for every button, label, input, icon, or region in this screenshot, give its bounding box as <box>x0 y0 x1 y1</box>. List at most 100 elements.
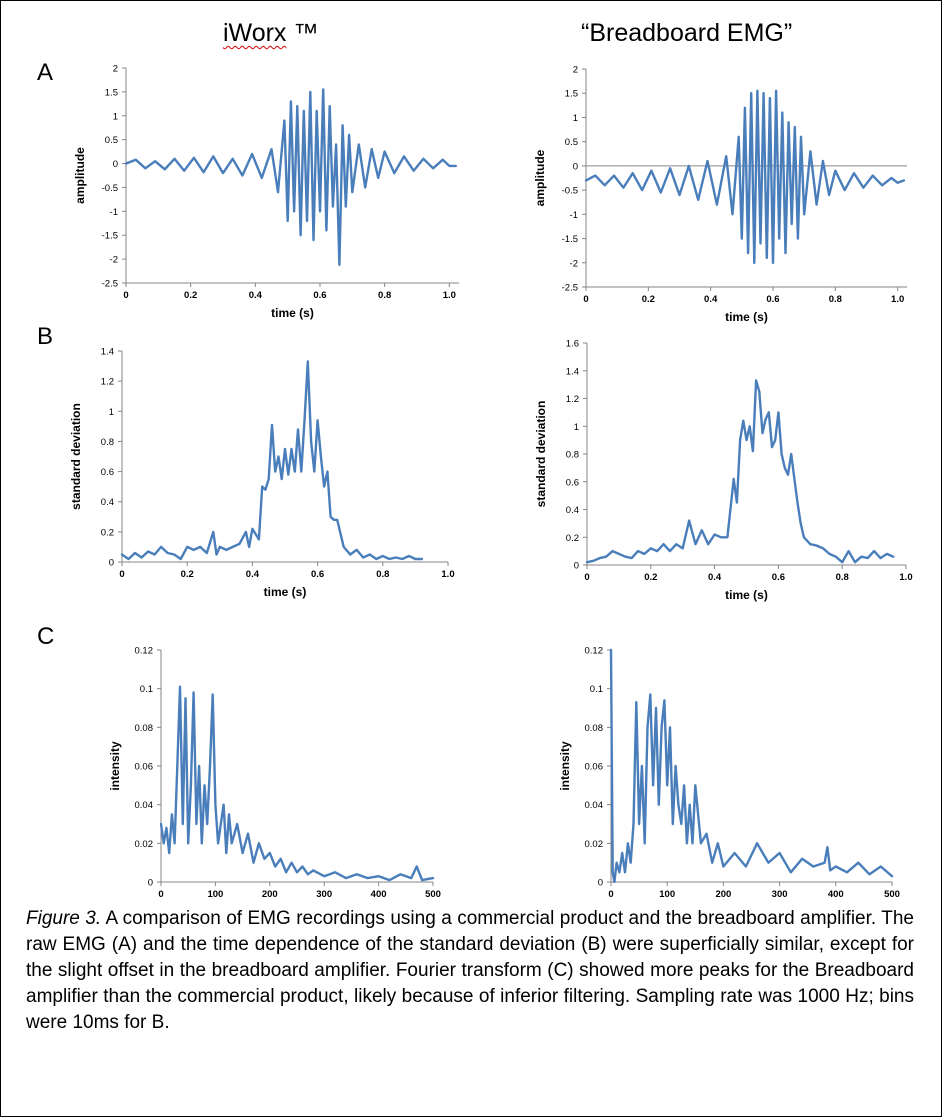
x-tick-label: 0 <box>584 572 589 583</box>
y-tick-label: 0.02 <box>135 839 154 850</box>
x-tick-label: 300 <box>316 889 332 900</box>
figure-label: Figure 3. <box>26 908 102 929</box>
y-tick-label: 1.5 <box>105 87 118 98</box>
row-label-b: B <box>37 323 54 350</box>
x-tick-label: 1.0 <box>441 569 454 580</box>
x-tick-label: 0 <box>123 290 128 301</box>
y-tick-label: -2 <box>570 258 578 269</box>
y-axis-title: amplitude <box>533 149 547 206</box>
x-tick-label: 0.8 <box>836 572 849 583</box>
y-axis-title: standard deviation <box>534 401 548 508</box>
column-title-left: iWorx ™ <box>223 19 318 48</box>
series-line <box>609 648 894 884</box>
chart-C-left: 0.12 0.1 0.08 0.06 0.04 0.02 00 100 200 300 400 500… <box>108 646 441 901</box>
x-tick-label: 0.4 <box>246 569 260 580</box>
y-tick-label: -2.5 <box>102 279 118 290</box>
y-tick-label: 2 <box>113 64 118 75</box>
y-tick-label: 0.1 <box>590 684 603 695</box>
y-tick-label: 1 <box>109 407 114 418</box>
x-tick-label: 400 <box>371 889 387 900</box>
y-tick-label: 1 <box>574 422 579 433</box>
x-tick-label: 100 <box>207 889 223 900</box>
chart-B-right: 1.6 1.4 1.2 1 0.8 0.6 0.4 0.2 00 0.2 0.4 0.6 0.8 1.0 t… <box>534 339 913 603</box>
series-line <box>159 685 435 882</box>
x-tick-label: 0.4 <box>708 572 722 583</box>
series-line <box>120 360 424 561</box>
caption-text: A comparison of EMG recordings using a c… <box>26 908 915 1033</box>
y-tick-label: 0.04 <box>135 800 154 811</box>
figure-caption: Figure 3. A comparison of EMG recordings… <box>26 906 914 1036</box>
y-tick-label: 0 <box>109 558 114 569</box>
y-tick-label: 0 <box>113 159 118 170</box>
y-tick-label: 0.6 <box>101 467 114 478</box>
x-tick-label: 0.6 <box>772 572 785 583</box>
y-tick-label: 0.12 <box>585 646 604 657</box>
y-tick-label: -0.5 <box>102 183 118 194</box>
x-tick-label: 0 <box>158 889 163 900</box>
x-tick-label: 1.0 <box>443 290 456 301</box>
x-tick-label: 500 <box>884 889 900 900</box>
y-tick-label: 0.06 <box>585 762 604 773</box>
row-label-c: C <box>37 623 55 650</box>
y-axis-title: intensity <box>108 741 122 791</box>
y-tick-label: -2.5 <box>562 283 578 294</box>
y-tick-label: 1 <box>113 111 118 122</box>
y-tick-label: 0.4 <box>101 497 114 508</box>
y-tick-label: -1.5 <box>102 231 118 242</box>
x-tick-label: 0.2 <box>642 294 655 305</box>
x-axis-title: time (s) <box>725 588 768 602</box>
x-tick-label: 0 <box>583 294 588 305</box>
x-tick-label: 300 <box>772 889 788 900</box>
series-line <box>124 88 457 266</box>
x-tick-label: 200 <box>262 889 278 900</box>
y-tick-label: 2 <box>573 65 578 76</box>
y-tick-label: -2 <box>110 255 118 266</box>
y-tick-label: 0.2 <box>101 527 114 538</box>
y-tick-label: 1.4 <box>101 347 114 358</box>
series-line <box>585 379 895 564</box>
row-label-a: A <box>37 59 54 86</box>
x-tick-label: 0.2 <box>644 572 657 583</box>
chart-A-left: 2 1.5 1 0.5 0 -0.5 -1 -1.5 -2 -2.5 0 0.2 0.4 0.6 0.8 1.… <box>73 64 459 320</box>
y-tick-label: 0 <box>148 878 153 889</box>
x-tick-label: 0.8 <box>829 294 842 305</box>
y-axis-title: intensity <box>558 741 572 791</box>
y-tick-label: 0.12 <box>135 646 154 657</box>
y-tick-label: -0.5 <box>562 186 578 197</box>
y-tick-label: 0.5 <box>565 137 578 148</box>
x-tick-label: 0.2 <box>184 290 197 301</box>
y-tick-label: 0.5 <box>105 135 118 146</box>
x-tick-label: 0.6 <box>311 569 324 580</box>
y-tick-label: 1 <box>573 113 578 124</box>
y-tick-label: 0.06 <box>135 762 154 773</box>
y-tick-label: -1.5 <box>562 234 578 245</box>
y-tick-label: 0 <box>598 878 603 889</box>
column-title-right: “Breadboard EMG” <box>581 19 793 47</box>
series-line <box>584 89 906 264</box>
x-tick-label: 1.0 <box>899 572 912 583</box>
chart-A-right: 2 1.5 1 0.5 0 -0.5 -1 -1.5 -2 -2.5 0 0.2 0.4 0.6 0.8 1.… <box>533 65 907 324</box>
x-tick-label: 0.4 <box>249 290 263 301</box>
x-tick-label: 400 <box>828 889 844 900</box>
x-tick-label: 0.2 <box>181 569 194 580</box>
y-tick-label: 0.6 <box>566 477 579 488</box>
y-tick-label: 0.8 <box>101 437 114 448</box>
x-tick-label: 0.6 <box>313 290 326 301</box>
x-axis-title: time (s) <box>264 585 307 599</box>
charts-canvas: 2 1.5 1 0.5 0 -0.5 -1 -1.5 -2 -2.5 0 0.2 0.4 0.6 0.8 1.… <box>69 64 913 901</box>
chart-C-right: 0.12 0.1 0.08 0.06 0.04 0.02 00 100 200 300 400 500… <box>558 646 900 901</box>
y-tick-label: 1.5 <box>565 89 578 100</box>
x-tick-label: 1.0 <box>891 294 904 305</box>
x-tick-label: 200 <box>715 889 731 900</box>
y-tick-label: 0.1 <box>140 684 153 695</box>
y-tick-label: 0.02 <box>585 839 604 850</box>
y-tick-label: 0.8 <box>566 450 579 461</box>
x-tick-label: 0.6 <box>766 294 779 305</box>
y-tick-label: 0.04 <box>585 800 604 811</box>
x-tick-label: 100 <box>659 889 675 900</box>
x-tick-label: 500 <box>425 889 441 900</box>
y-tick-label: -1 <box>570 210 578 221</box>
y-tick-label: 0 <box>574 561 579 572</box>
y-tick-label: 0.08 <box>585 723 604 734</box>
